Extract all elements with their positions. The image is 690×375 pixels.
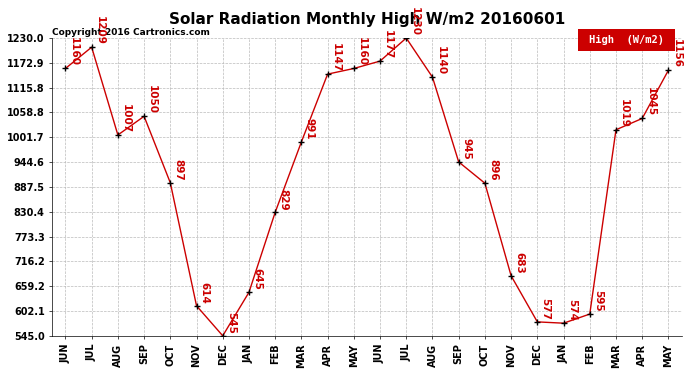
Title: Solar Radiation Monthly High W/m2 20160601: Solar Radiation Monthly High W/m2 201606… [169, 12, 565, 27]
Text: 1160: 1160 [357, 37, 367, 66]
Text: 574: 574 [566, 299, 577, 321]
Text: 645: 645 [252, 268, 262, 290]
Text: 896: 896 [488, 159, 498, 181]
Text: 1177: 1177 [383, 30, 393, 59]
Text: 1160: 1160 [68, 37, 79, 66]
Text: 1050: 1050 [147, 85, 157, 114]
Text: 1007: 1007 [121, 104, 131, 133]
Text: 1140: 1140 [435, 46, 446, 75]
Text: 897: 897 [173, 159, 184, 181]
Text: 1156: 1156 [671, 39, 682, 68]
Text: 545: 545 [226, 312, 236, 334]
Text: 577: 577 [540, 298, 551, 320]
Text: 683: 683 [514, 252, 524, 274]
Text: 1147: 1147 [331, 43, 341, 72]
Text: 1209: 1209 [95, 16, 105, 45]
Text: 1230: 1230 [409, 7, 420, 36]
Text: 991: 991 [304, 118, 315, 140]
Text: 945: 945 [462, 138, 472, 160]
Text: 1045: 1045 [645, 87, 656, 116]
Text: Copyright 2016 Cartronics.com: Copyright 2016 Cartronics.com [52, 28, 210, 37]
Text: 829: 829 [278, 189, 288, 210]
Text: 614: 614 [199, 282, 210, 304]
Text: 595: 595 [593, 290, 603, 312]
Text: 1019: 1019 [619, 99, 629, 128]
